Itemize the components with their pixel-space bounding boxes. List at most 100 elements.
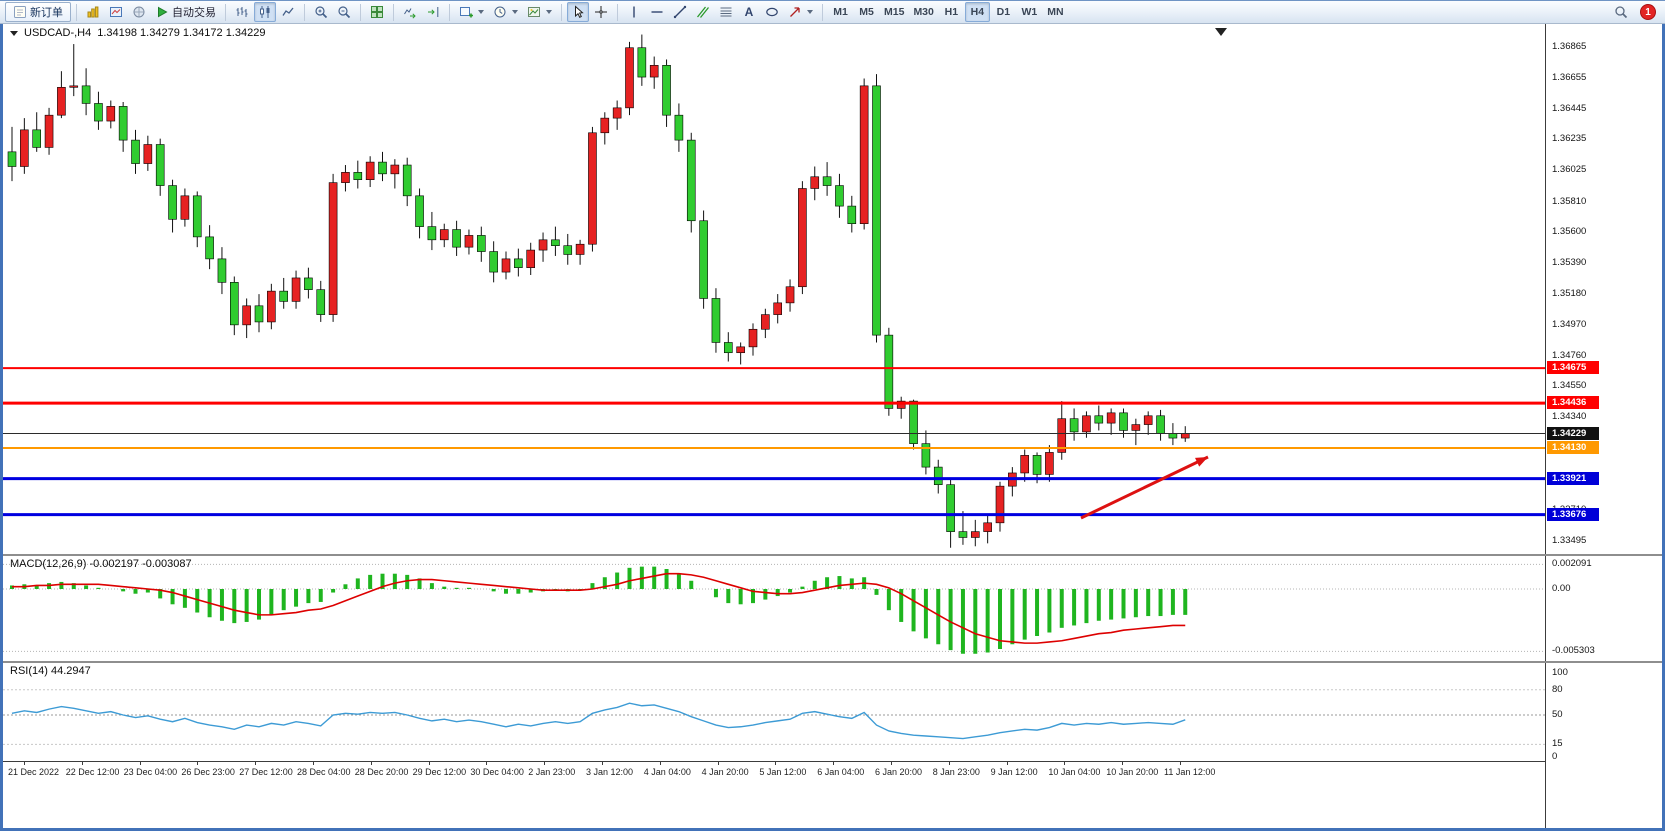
candle-body <box>1094 415 1104 424</box>
candle-body <box>748 328 758 348</box>
horizontal-line-button[interactable] <box>646 2 668 22</box>
candlestick-button[interactable] <box>254 2 276 22</box>
price-axis-label: 1.36025 <box>1552 164 1587 176</box>
candle-body <box>489 251 498 273</box>
price-axis-label: 1.35810 <box>1552 195 1587 207</box>
new-order-button[interactable]: 新订单 <box>5 2 71 22</box>
candle-body <box>514 258 523 268</box>
timeframe-h4-button[interactable]: H4 <box>964 2 990 22</box>
time-axis-tick <box>1180 762 1181 765</box>
auto-trading-button[interactable]: 自动交易 <box>151 2 220 22</box>
shapes-button[interactable] <box>761 2 783 22</box>
bar-chart-button[interactable] <box>231 2 253 22</box>
navigator-icon <box>133 6 145 18</box>
zoom-in-button[interactable] <box>310 2 332 22</box>
time-axis-label: 3 Jan 12:00 <box>586 767 634 777</box>
trend-arrow-head <box>1195 457 1208 467</box>
candle-body <box>217 258 227 283</box>
toolbar: 新订单 自动交易 A <box>0 0 1665 24</box>
crosshair-button[interactable] <box>590 2 612 22</box>
new-chart-icon <box>460 7 473 18</box>
candle-body <box>674 114 684 141</box>
auto-scroll-button[interactable] <box>399 2 421 22</box>
time-axis-tick <box>428 762 430 765</box>
zoom-out-button[interactable] <box>333 2 355 22</box>
candle-body <box>341 172 350 183</box>
profiles-button[interactable] <box>105 2 127 22</box>
templates-button[interactable] <box>523 2 556 22</box>
time-axis-tick <box>81 762 83 765</box>
periods-button[interactable] <box>489 2 522 22</box>
timeframe-m30-button[interactable]: M30 <box>909 2 937 22</box>
timeframe-h1-button[interactable]: H1 <box>939 2 964 22</box>
one-click-trading-toggle-icon[interactable] <box>10 30 18 36</box>
price-chart-canvas[interactable] <box>3 24 1545 555</box>
time-scale[interactable]: 21 Dec 2022 22 Dec 12:00 23 Dec 04:00 26 De… <box>3 761 1545 828</box>
candle-body <box>365 161 375 181</box>
time-axis-label: 2 Jan 23:00 <box>528 767 576 777</box>
toolbar-separator <box>822 3 823 21</box>
price-scale[interactable]: 1.36865 1.36655 1.36445 1.36235 1.36025 1.358… <box>1545 24 1662 828</box>
macd-canvas[interactable] <box>3 555 1545 662</box>
tile-windows-icon <box>371 6 383 18</box>
timeframe-m5-button[interactable]: M5 <box>854 2 879 22</box>
candle-body <box>1045 452 1054 475</box>
support-1-price-tag: 1.33921 <box>1547 471 1599 485</box>
tile-windows-button[interactable] <box>366 2 388 22</box>
trend-arrow-line[interactable] <box>1080 455 1209 520</box>
charts-button[interactable] <box>82 2 104 22</box>
vertical-line-button[interactable] <box>623 2 645 22</box>
arrows-tool-button[interactable] <box>784 2 817 22</box>
candle-body <box>995 485 1005 524</box>
chevron-down-icon <box>807 10 813 14</box>
new-order-icon <box>14 6 26 18</box>
equidistant-channel-button[interactable] <box>692 2 714 22</box>
search-icon <box>1615 6 1628 19</box>
text-button[interactable]: A <box>738 2 760 22</box>
cursor-button[interactable] <box>567 2 589 22</box>
timeframe-m15-button[interactable]: M15 <box>880 2 908 22</box>
candle-body <box>662 65 671 116</box>
candle-body <box>909 400 918 444</box>
candle-body <box>859 85 869 224</box>
rsi-panel-splitter[interactable] <box>3 661 1662 663</box>
support-2-price-tag: 1.33676 <box>1547 507 1599 521</box>
notification-badge[interactable]: 1 <box>1640 4 1656 20</box>
timeframe-d1-button[interactable]: D1 <box>991 2 1016 22</box>
line-chart-button[interactable] <box>277 2 299 22</box>
timeframe-m1-button[interactable]: M1 <box>828 2 853 22</box>
time-axis-tick <box>139 762 141 765</box>
candle-body <box>810 176 820 189</box>
candle-body <box>958 531 968 538</box>
timeframe-mn-button[interactable]: MN <box>1043 2 1068 22</box>
price-axis-label: 1.35390 <box>1552 257 1587 269</box>
macd-label: MACD(12,26,9) -0.002197 -0.003087 <box>10 558 192 570</box>
candle-body <box>575 243 585 255</box>
toolbar-right: 1 <box>1610 2 1660 22</box>
candle-body <box>44 114 54 148</box>
candle-body <box>378 161 387 175</box>
candle-body <box>798 188 807 288</box>
candle-body <box>168 185 177 220</box>
search-button[interactable] <box>1610 2 1632 22</box>
navigator-button[interactable] <box>128 2 150 22</box>
rsi-axis-label: 0 <box>1552 751 1558 762</box>
time-axis-tick <box>948 762 950 765</box>
candle-body <box>267 290 276 323</box>
chart-shift-button[interactable] <box>422 2 444 22</box>
macd-panel-splitter[interactable] <box>3 554 1662 556</box>
trendline-button[interactable] <box>669 2 691 22</box>
new-chart-button[interactable] <box>455 2 488 22</box>
candle-body <box>476 235 486 252</box>
rsi-canvas[interactable] <box>3 662 1545 761</box>
rsi-axis-label: 80 <box>1552 683 1563 695</box>
candle-body <box>452 229 461 248</box>
fibonacci-button[interactable] <box>715 2 737 22</box>
line-chart-icon <box>282 7 294 16</box>
time-axis-tick <box>24 762 25 765</box>
timeframe-w1-button[interactable]: W1 <box>1017 2 1042 22</box>
candle-body <box>1119 412 1128 431</box>
price-axis-label: 1.36655 <box>1552 71 1587 83</box>
chart-shift-marker[interactable] <box>1215 28 1227 36</box>
candle-body <box>649 65 659 78</box>
